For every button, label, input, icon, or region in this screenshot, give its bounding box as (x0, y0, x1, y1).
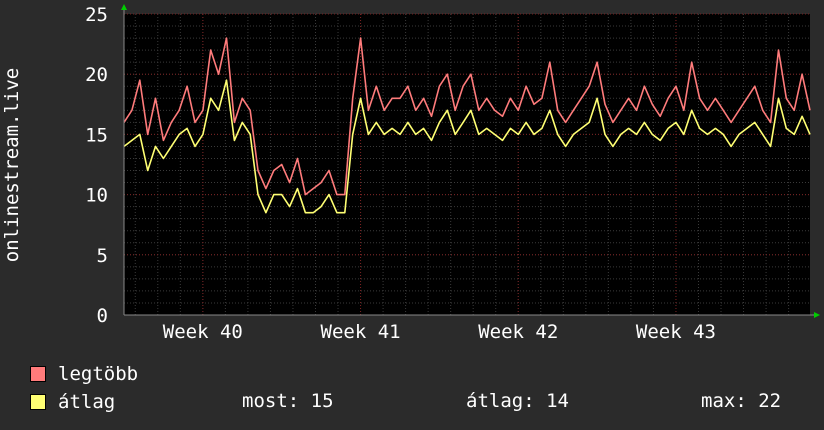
y-tick-label: 0 (97, 305, 108, 327)
stat-max-label: max: (701, 390, 747, 412)
legend-item-avg: átlag (30, 391, 115, 413)
stat-max: max: 22 (701, 390, 781, 412)
y-tick-label: 15 (85, 124, 108, 146)
series-line-max (123, 37, 811, 196)
stat-avg-label: átlag: (466, 390, 535, 412)
stat-now-value: 15 (310, 390, 334, 412)
y-axis-label: onlinestream.live (1, 68, 23, 262)
y-tick-label: 10 (85, 185, 108, 207)
legend-label-max: legtöbb (58, 363, 139, 385)
plot-area (124, 14, 810, 315)
y-axis-arrow (121, 4, 127, 10)
y-tick-label: 5 (97, 245, 108, 267)
series-line-avg (123, 79, 811, 214)
stat-avg: átlag: 14 (466, 390, 569, 412)
stat-avg-value: 14 (546, 390, 569, 412)
y-tick-label: 25 (85, 4, 108, 26)
x-tick-label: Week 42 (478, 321, 558, 343)
legend-item-max: legtöbb (30, 363, 138, 385)
x-tick-label: Week 43 (636, 321, 716, 343)
legend-label-avg: átlag (58, 391, 116, 413)
x-axis-arrow (814, 312, 820, 318)
legend-swatch-max (30, 366, 46, 382)
x-tick-label: Week 40 (163, 321, 243, 343)
stat-now-label: most: (242, 390, 300, 412)
stat-now: most: 15 (242, 390, 334, 412)
stat-max-value: 22 (758, 390, 782, 412)
x-tick-label: Week 41 (321, 321, 401, 343)
y-tick-label: 20 (85, 64, 108, 86)
legend-swatch-avg (30, 394, 46, 410)
